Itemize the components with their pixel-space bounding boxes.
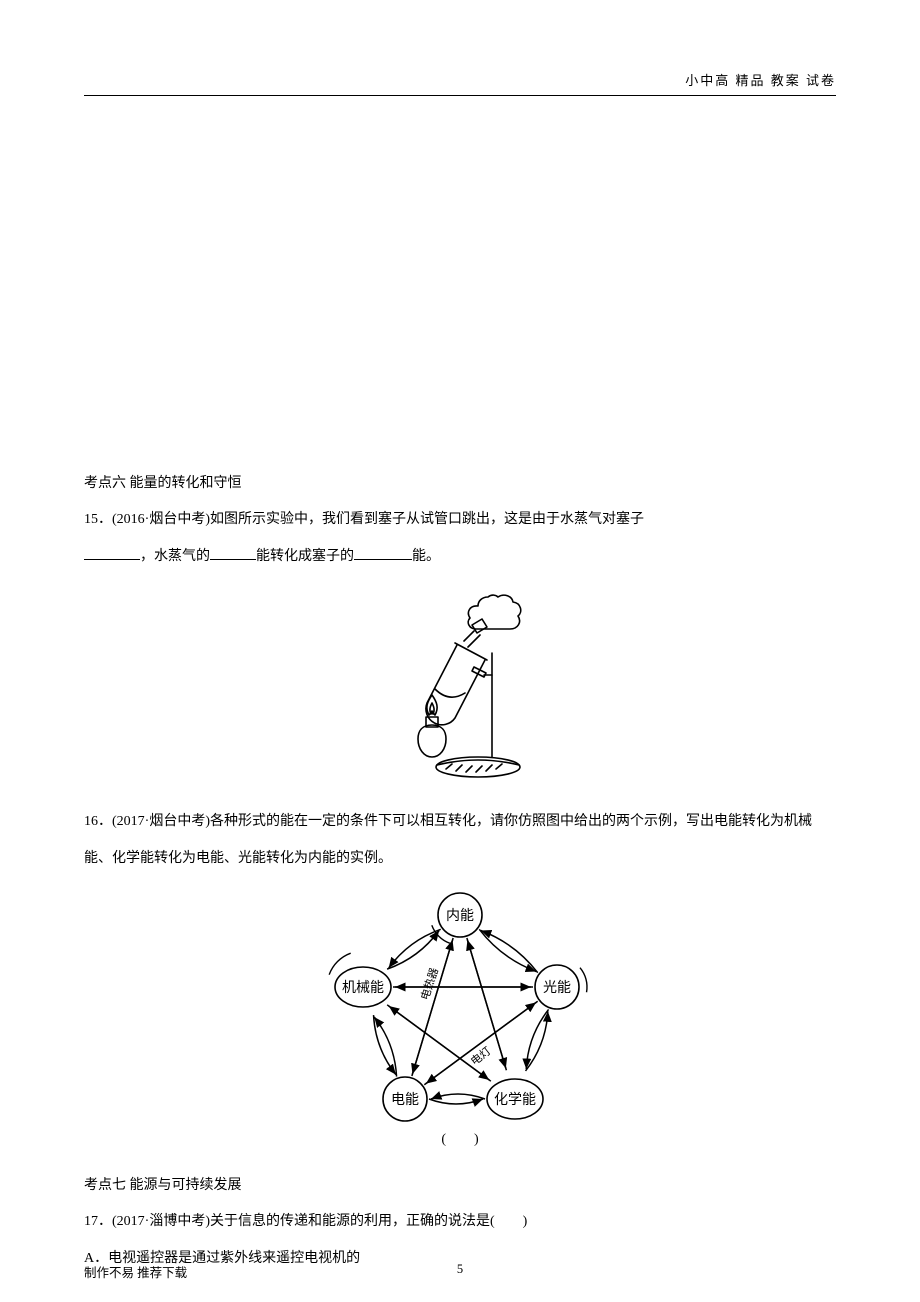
svg-text:( ): ( ) (441, 1132, 479, 1147)
blank-2[interactable] (210, 544, 256, 560)
footer-left-text: 制作不易 推荐下载 (84, 1262, 187, 1281)
q15-t2: 能转化成塞子的 (256, 549, 354, 564)
q15-t1: ，水蒸气的 (140, 549, 210, 564)
header-watermark: 小中高 精品 教案 试卷 (84, 70, 836, 89)
test-tube-diagram-icon (380, 585, 540, 785)
svg-text:电热器: 电热器 (418, 966, 441, 1001)
blank-1[interactable] (84, 544, 140, 560)
svg-text:内能: 内能 (446, 908, 474, 924)
svg-text:电能: 电能 (391, 1092, 419, 1108)
q16-text: 16．(2017·烟台中考)各种形式的能在一定的条件下可以相互转化，请你仿照图中… (84, 804, 836, 877)
section6-heading: 考点六 能量的转化和守恒 (84, 466, 836, 502)
svg-text:电灯: 电灯 (468, 1044, 493, 1068)
q17-stem: 17．(2017·淄博中考)关于信息的传递和能源的利用，正确的说法是( ) (84, 1204, 836, 1240)
svg-text:化学能: 化学能 (494, 1092, 536, 1108)
energy-conversion-diagram-icon: 内能光能化学能 电能 机械能 电热器电灯 ( ) (325, 887, 595, 1149)
footer-page-number: 5 (457, 1262, 463, 1277)
q15-line2: ，水蒸气的 能转化成塞子的 能。 (84, 539, 836, 575)
body-content: 考点六 能量的转化和守恒 15．(2016·烟台中考)如图所示实验中，我们看到塞… (84, 96, 836, 1277)
q15-line1: 15．(2016·烟台中考)如图所示实验中，我们看到塞子从试管口跳出，这是由于水… (84, 502, 836, 538)
q15-t3: 能。 (412, 549, 440, 564)
blank-3[interactable] (354, 544, 412, 560)
svg-text:光能: 光能 (543, 980, 571, 996)
svg-text:机械能: 机械能 (342, 980, 384, 996)
q16-figure: 内能光能化学能 电能 机械能 电热器电灯 ( ) (84, 887, 836, 1154)
section7-heading: 考点七 能源与可持续发展 (84, 1168, 836, 1204)
q15-figure (84, 585, 836, 790)
